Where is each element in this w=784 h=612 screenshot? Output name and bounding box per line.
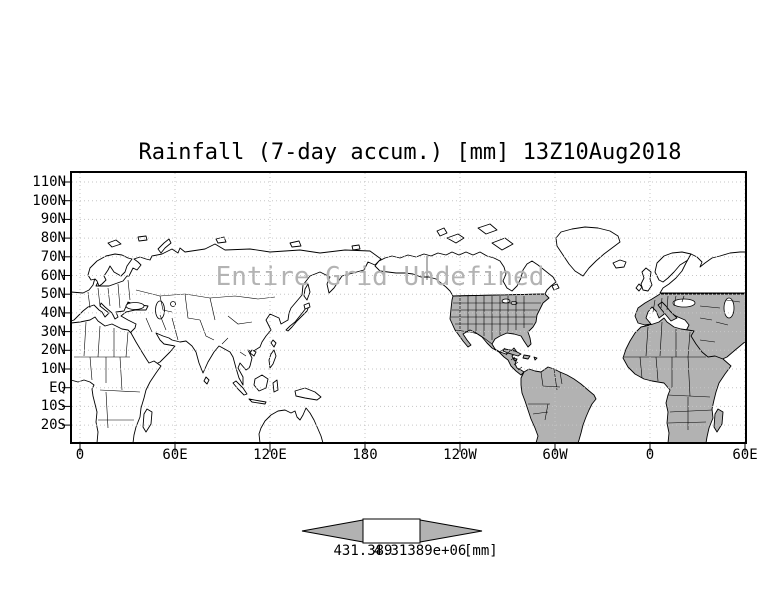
island-victoria xyxy=(446,233,465,244)
island-banks xyxy=(436,227,448,237)
plot-title: Rainfall (7-day accum.) [mm] 13Z10Aug201… xyxy=(138,140,682,165)
shaded-italy xyxy=(657,301,678,322)
lon-tick-label: 60W xyxy=(542,447,568,463)
island-severnaya xyxy=(215,236,227,244)
island-great-britain xyxy=(640,267,653,292)
country-borders xyxy=(74,256,741,430)
island-new-guinea xyxy=(294,387,322,401)
island-iceland xyxy=(612,259,627,269)
shaded-jamaica xyxy=(512,357,518,362)
lat-tick-label: 20N xyxy=(40,342,66,359)
lat-tick-label: 100N xyxy=(32,192,66,209)
landmass-nrussia-right xyxy=(659,251,747,294)
lon-tick-label: 0 xyxy=(645,447,655,463)
lat-tick-label: 80N xyxy=(40,230,66,247)
lat-tick-label: 20S xyxy=(40,417,66,434)
island-ellesmere xyxy=(477,223,498,235)
colorbar-right-arrow xyxy=(419,519,483,543)
shaded-puerto-rico xyxy=(533,356,538,361)
lat-tick-label: 10S xyxy=(40,398,66,415)
island-hokkaido xyxy=(303,302,311,310)
island-taiwan xyxy=(270,339,277,348)
landmass-australia xyxy=(258,407,324,444)
island-hainan xyxy=(249,349,257,357)
colorbar-min-label: 431.389 xyxy=(333,543,393,559)
shaded-south-america xyxy=(520,366,597,444)
grid-lines xyxy=(72,173,746,442)
island-new-siberian xyxy=(289,240,302,248)
island-sulawesi xyxy=(272,379,279,393)
island-borneo xyxy=(253,374,269,392)
caspian-sea-right xyxy=(723,297,735,319)
lon-tick-label: 60E xyxy=(732,447,758,463)
island-svalbard xyxy=(107,239,122,248)
colorbar-units-label: [mm] xyxy=(464,543,498,559)
colorbar-left-arrow xyxy=(301,519,364,543)
shaded-hispaniola xyxy=(522,354,531,360)
island-baffin xyxy=(491,237,514,251)
landmass-eurasia xyxy=(70,243,382,386)
shaded-cuba xyxy=(502,348,522,357)
aral-sea-left xyxy=(170,301,176,307)
lon-tick-label: 120W xyxy=(443,447,477,463)
island-novaya-zemlya xyxy=(157,238,172,254)
lat-tick-label: 30N xyxy=(40,323,66,340)
lat-tick-label: 90N xyxy=(40,211,66,228)
black-sea-left xyxy=(125,302,145,310)
black-sea-right xyxy=(672,298,696,308)
island-wrangel xyxy=(351,244,361,251)
island-ireland xyxy=(635,283,643,292)
lon-tick-label: 60E xyxy=(162,447,188,463)
island-madagascar-left xyxy=(142,408,153,433)
colorbar-mid-box xyxy=(362,518,421,544)
lon-tick-label: 180 xyxy=(352,447,378,463)
undefined-grid-message: Entire Grid Undefined xyxy=(215,262,545,292)
shaded-madagascar-right xyxy=(713,408,724,433)
lat-tick-label: 60N xyxy=(40,267,66,284)
island-java xyxy=(248,398,267,405)
great-lakes xyxy=(501,298,511,304)
island-franz-josef xyxy=(137,235,148,242)
landmass-africa-left xyxy=(70,316,162,444)
lat-tick-label: 50N xyxy=(40,286,66,303)
plot-frame xyxy=(70,171,747,444)
inland-seas xyxy=(125,297,735,320)
island-sakhalin xyxy=(303,283,311,301)
island-newfoundland xyxy=(551,283,560,291)
island-philippines xyxy=(268,349,277,369)
lat-tick-label: 10N xyxy=(40,361,66,377)
lat-tick-label: 110N xyxy=(32,174,66,190)
colorbar xyxy=(301,518,483,544)
axis-ticks xyxy=(62,181,746,452)
world-map xyxy=(70,223,747,444)
colorbar-max-label: 4.31389e+06 xyxy=(373,543,467,559)
shaded-regions xyxy=(449,293,747,444)
lat-tick-label: 70N xyxy=(40,248,66,265)
landmass-canada-alaska xyxy=(374,251,557,297)
lon-tick-label: 0 xyxy=(75,447,85,463)
lon-tick-label: 120E xyxy=(253,447,287,463)
island-sri-lanka xyxy=(203,376,210,385)
lat-tick-label: EQ xyxy=(49,379,66,396)
lat-tick-label: 40N xyxy=(40,304,66,321)
shaded-north-central-america xyxy=(449,293,550,376)
landmass-scandinavia xyxy=(87,253,133,287)
